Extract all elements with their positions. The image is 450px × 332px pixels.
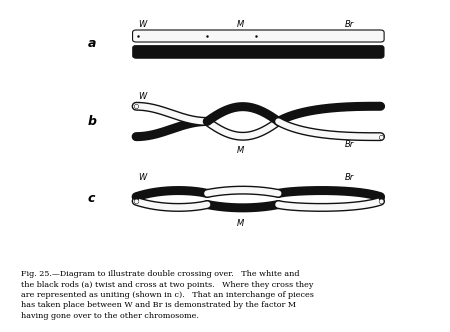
Text: Fig. 25.—Diagram to illustrate double crossing over.   The white and
the black r: Fig. 25.—Diagram to illustrate double cr…: [21, 270, 314, 320]
FancyBboxPatch shape: [133, 30, 384, 42]
Text: a: a: [87, 38, 96, 50]
Text: W: W: [139, 173, 147, 182]
Text: c: c: [88, 193, 95, 206]
Text: M: M: [237, 146, 244, 155]
Text: Br: Br: [345, 140, 354, 149]
Text: M: M: [237, 20, 244, 29]
FancyBboxPatch shape: [133, 45, 384, 58]
Text: Br: Br: [345, 20, 354, 29]
Text: M: M: [237, 219, 244, 228]
Text: W: W: [139, 92, 147, 101]
Text: b: b: [87, 115, 96, 128]
Text: Br: Br: [345, 173, 354, 182]
Text: W: W: [139, 20, 147, 29]
